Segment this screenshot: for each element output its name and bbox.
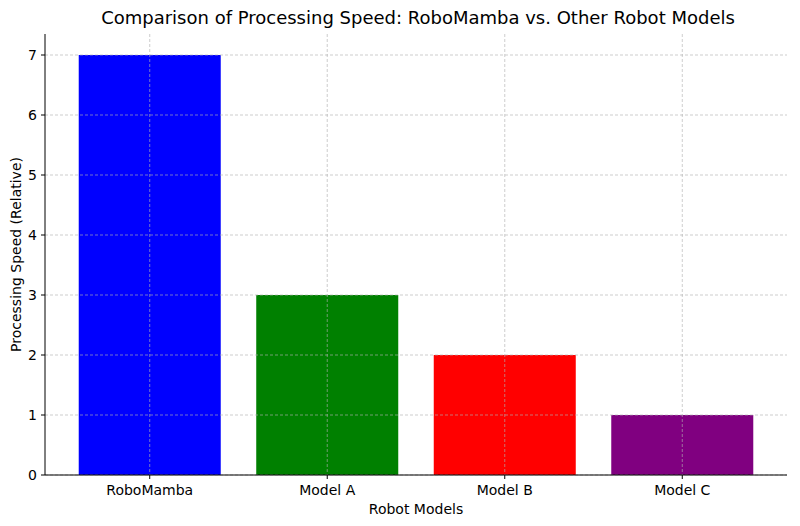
x-tick-label: Model C: [654, 482, 710, 498]
grid: [45, 34, 787, 475]
y-axis-label: Processing Speed (Relative): [8, 157, 24, 352]
y-tick: [41, 55, 45, 56]
y-axis-line: [45, 34, 46, 475]
grid-line-x: [504, 34, 505, 475]
bars: [79, 55, 754, 475]
y-tick-label: 6: [28, 107, 37, 123]
grid-line-y: [45, 235, 787, 236]
y-tick: [41, 175, 45, 176]
grid-line-x: [682, 34, 683, 475]
x-axis-label: Robot Models: [369, 501, 463, 517]
y-tick: [41, 475, 45, 476]
y-tick-label: 2: [28, 347, 37, 363]
grid-line-y: [45, 55, 787, 56]
y-tick: [41, 295, 45, 296]
y-tick-label: 0: [28, 467, 37, 483]
grid-line-x: [327, 34, 328, 475]
chart-container: 0 1 2 3 4 5 6 7 RoboMamba Model A Model B Model C Ro…: [0, 0, 800, 526]
grid-line-y: [45, 475, 787, 476]
grid-line-x: [149, 34, 150, 475]
y-tick-label: 5: [28, 167, 37, 183]
y-tick: [41, 115, 45, 116]
y-tick-label: 1: [28, 407, 37, 423]
y-tick-label: 4: [28, 227, 37, 243]
x-tick-label: Model B: [477, 482, 533, 498]
y-tick: [41, 235, 45, 236]
grid-line-y: [45, 295, 787, 296]
x-tick: [682, 475, 683, 479]
x-tick: [149, 475, 150, 479]
grid-line-y: [45, 415, 787, 416]
y-tick-label: 3: [28, 287, 37, 303]
x-axis-line: [45, 475, 787, 476]
y-tick: [41, 415, 45, 416]
grid-line-y: [45, 355, 787, 356]
x-tick: [327, 475, 328, 479]
chart-svg: 0 1 2 3 4 5 6 7 RoboMamba Model A Model B Model C Ro…: [0, 0, 800, 526]
grid-line-y: [45, 175, 787, 176]
chart-title: Comparison of Processing Speed: RoboMamb…: [101, 7, 735, 28]
x-tick: [504, 475, 505, 479]
y-tick: [41, 355, 45, 356]
x-tick-label: Model A: [299, 482, 355, 498]
grid-line-y: [45, 115, 787, 116]
x-tick-label: RoboMamba: [106, 482, 193, 498]
y-tick-label: 7: [28, 47, 37, 63]
